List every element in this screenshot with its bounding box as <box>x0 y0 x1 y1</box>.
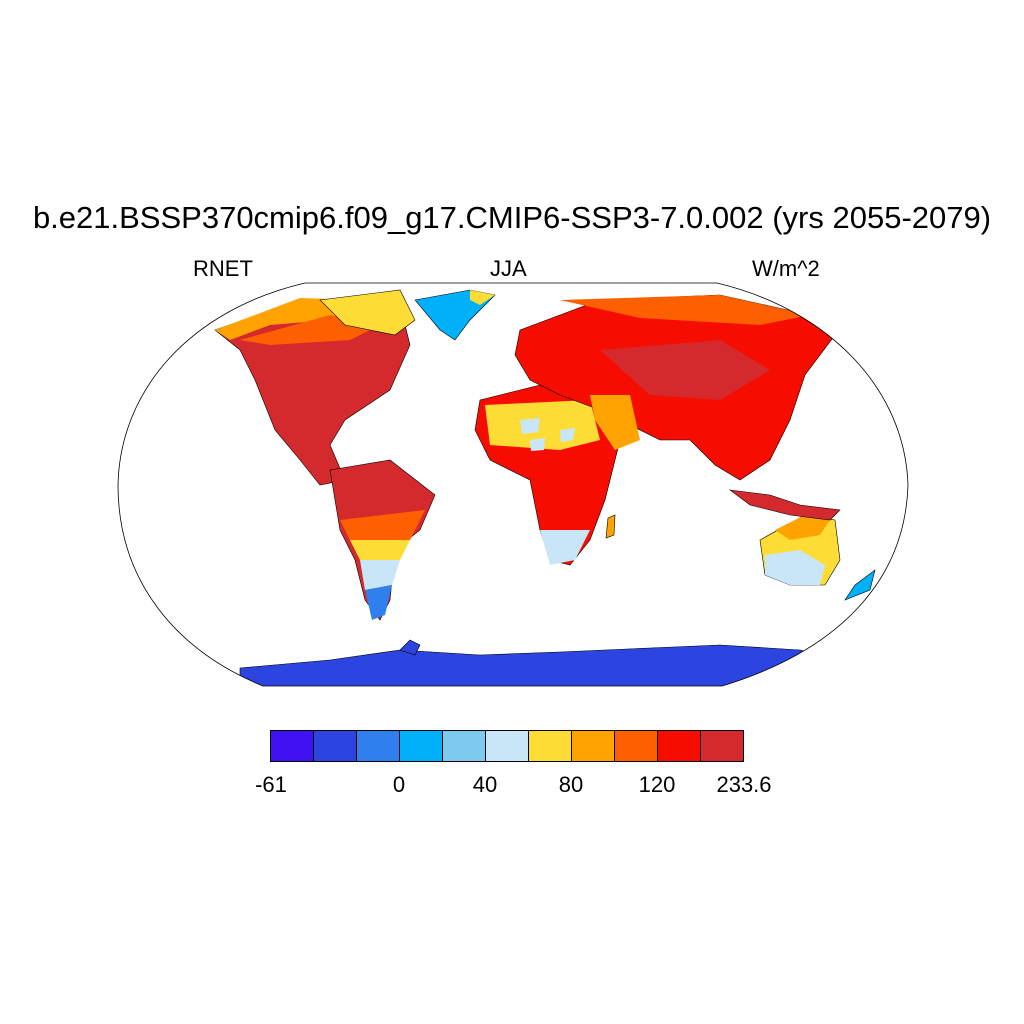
variable-label: RNET <box>193 256 253 281</box>
australia-south-band <box>765 550 825 585</box>
colorbar-tick-label: 80 <box>558 772 584 797</box>
colorbar-box <box>701 731 743 761</box>
madagascar-region <box>605 514 616 539</box>
australia-north-band <box>775 515 830 540</box>
colorbar-box <box>529 731 572 761</box>
colorbar-box <box>615 731 658 761</box>
sahara-pale-patches <box>520 418 575 451</box>
colorbar-box <box>443 731 486 761</box>
colorbar-box <box>572 731 615 761</box>
units-label: W/m^2 <box>752 256 820 281</box>
colorbar-box <box>314 731 357 761</box>
colorbar-box <box>400 731 443 761</box>
colorbar-tick-label: 0 <box>392 772 406 797</box>
south-america-warm-band <box>340 510 425 540</box>
season-label: JJA <box>490 256 527 281</box>
colorbar-box <box>271 731 314 761</box>
colorbar-box <box>658 731 701 761</box>
antarctic-peninsula <box>399 639 421 656</box>
south-america-pale-band <box>360 560 400 590</box>
colorbar-tick-label: 233.6 <box>716 772 772 797</box>
siberia-warm-band <box>560 295 810 325</box>
patagonia-region <box>365 585 392 620</box>
colorbar-tick-label: -61 <box>255 772 287 797</box>
arctic-archipelago-region <box>319 289 416 336</box>
colorbar-tick-label: 40 <box>472 772 498 797</box>
indonesia-region <box>728 489 841 521</box>
colorbar-tick-label: 120 <box>638 772 676 797</box>
south-america-yellow-band <box>350 540 410 560</box>
antarctica-region <box>239 644 901 686</box>
new-zealand-region <box>844 569 876 601</box>
southern-africa-region <box>540 530 590 565</box>
colorbar-box <box>357 731 400 761</box>
north-america-arctic-band <box>215 298 360 340</box>
colorbar-box <box>486 731 529 761</box>
map-border <box>117 282 909 687</box>
colorbar <box>270 730 744 762</box>
central-asia-hot-region <box>600 340 770 400</box>
plot-title: b.e21.BSSP370cmip6.f09_g17.CMIP6-SSP3-7.… <box>32 200 992 235</box>
arabia-region <box>590 395 640 450</box>
greenland-coast <box>470 290 495 305</box>
